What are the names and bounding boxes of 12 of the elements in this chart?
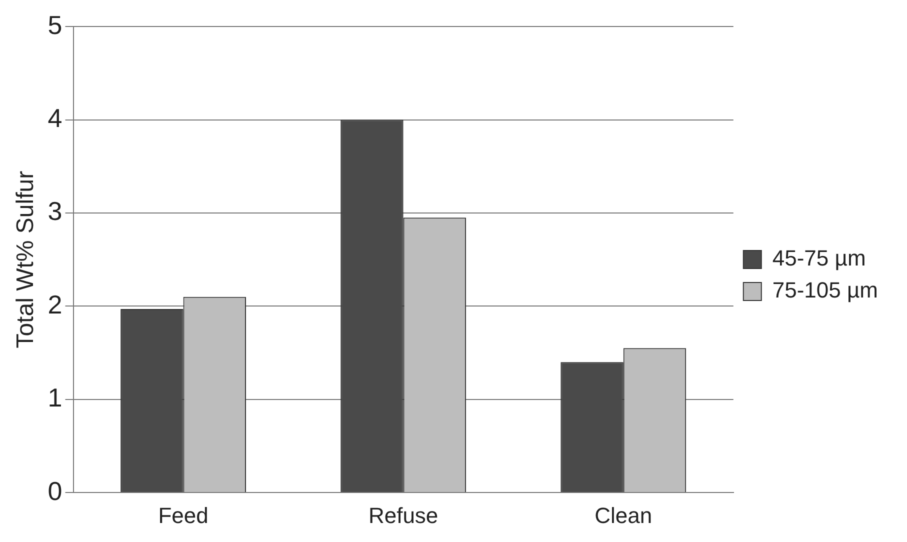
legend-label: 75-105 µm: [772, 278, 878, 303]
y-tick-label: 4: [48, 102, 62, 133]
y-tick-label: 3: [48, 196, 62, 226]
y-axis-title: Total Wt% Sulfur: [12, 170, 40, 348]
y-tick-label: 0: [48, 476, 62, 506]
legend-label: 45-75 µm: [772, 246, 866, 271]
x-tick-label: Refuse: [368, 502, 438, 528]
x-tick-label: Feed: [158, 502, 208, 528]
y-tick-label: 5: [48, 10, 62, 40]
y-tick-label: 1: [48, 382, 62, 413]
y-tick-label: 2: [48, 289, 62, 320]
x-tick-label: Clean: [594, 502, 652, 528]
